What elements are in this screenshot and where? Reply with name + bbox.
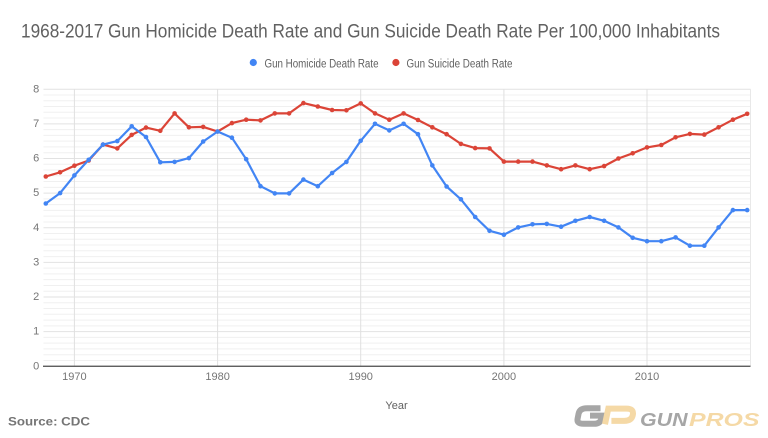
svg-text:GUN: GUN [640, 410, 689, 430]
svg-text:Gun Suicide Death Rate: Gun Suicide Death Rate [407, 58, 513, 70]
svg-text:4: 4 [33, 222, 39, 234]
svg-text:1990: 1990 [348, 371, 372, 383]
svg-text:8: 8 [33, 83, 39, 95]
svg-text:7: 7 [33, 118, 39, 130]
svg-text:Gun Homicide Death Rate: Gun Homicide Death Rate [265, 58, 379, 70]
svg-text:2010: 2010 [635, 371, 659, 383]
svg-text:PROS: PROS [689, 410, 760, 430]
svg-text:6: 6 [33, 153, 39, 165]
svg-text:1968-2017 Gun Homicide Death R: 1968-2017 Gun Homicide Death Rate and Gu… [21, 21, 720, 42]
svg-text:0: 0 [33, 360, 39, 372]
svg-text:2000: 2000 [492, 371, 516, 383]
svg-text:Source: CDC: Source: CDC [8, 417, 90, 429]
svg-text:2: 2 [33, 291, 39, 303]
svg-text:1970: 1970 [62, 371, 86, 383]
svg-text:3: 3 [33, 257, 39, 269]
svg-text:Year: Year [385, 400, 408, 412]
svg-text:1980: 1980 [205, 371, 229, 383]
svg-text:5: 5 [33, 187, 39, 199]
svg-text:1: 1 [33, 326, 39, 338]
